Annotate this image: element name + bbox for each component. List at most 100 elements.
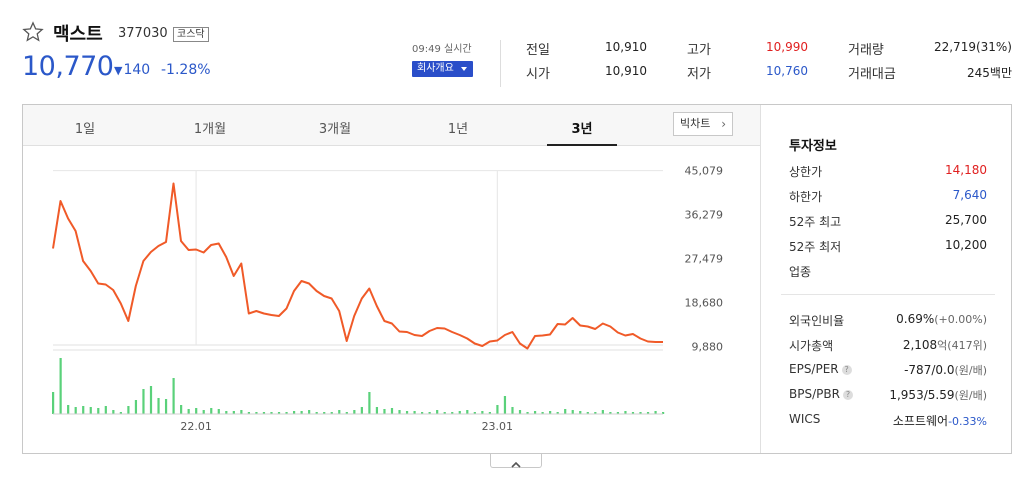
bigchart-label: 빅차트 (680, 117, 711, 130)
info-label: 업종 (789, 265, 812, 279)
y-tick-label: 36,279 (685, 209, 724, 222)
stock-header: 맥스트 377030 코스닥 10,770 ▼140 -1.28% 09:49 … (0, 0, 1034, 100)
info-value-main: 소프트웨어 (892, 414, 949, 428)
volume-bar (353, 410, 356, 414)
tab-3[interactable]: 3개월 (318, 122, 352, 137)
x-tick-label: 22.01 (180, 420, 212, 433)
volume-bar (579, 411, 582, 414)
volume-bar (564, 409, 567, 414)
help-icon[interactable]: ? (841, 365, 852, 375)
quote-value: 245백만 (967, 66, 1012, 80)
help-icon[interactable]: ? (842, 390, 853, 400)
volume-bar (172, 378, 175, 414)
info-title: 투자정보 (789, 139, 837, 154)
star-icon[interactable] (22, 21, 44, 43)
volume-bar (149, 386, 153, 414)
info-value-main: 2,108 (902, 338, 938, 352)
quote-label: 거래량 (848, 43, 884, 58)
volume-bar (112, 410, 115, 414)
volume-bar (134, 400, 138, 414)
volume-bar (323, 412, 326, 414)
volume-bar (646, 412, 650, 414)
volume-bar (586, 412, 589, 414)
info-value-main: 0.69% (896, 312, 935, 326)
quote-label: 시가 (526, 67, 550, 82)
info-label-text: 시가총액 (789, 339, 834, 353)
price-line (52, 182, 663, 350)
info-value: 2,108억(417위) (903, 337, 987, 353)
info-label: 52주 최고 (789, 215, 842, 229)
tab-2[interactable]: 1개월 (193, 122, 227, 137)
info-label: WICS (789, 412, 820, 426)
volume-bar (345, 412, 348, 414)
info-value-main: -787/0.0 (904, 363, 955, 377)
volume-bar (277, 412, 281, 414)
tab-1[interactable]: 1일 (74, 122, 96, 137)
volume-bar (360, 407, 363, 414)
quote-value: 10,910 (605, 40, 647, 54)
info-value-sub: (+0.00%) (934, 313, 987, 326)
info-row: EPS/PER? -787/0.0(원/배) (789, 362, 987, 378)
quote-value: 10,910 (605, 64, 647, 78)
chart-section: 1일 1개월 3개월 1년 3년 빅차트 › 22.01 23.01 45,079 36,27… (22, 104, 1012, 454)
volume-bar (285, 412, 288, 414)
info-row: 52주 최고 25,700 (789, 213, 987, 229)
volume-bar (74, 407, 77, 414)
price-change-rate: -1.28% (161, 62, 211, 78)
current-price: 10,770 (22, 51, 114, 82)
price-change-value: 140 (123, 62, 151, 78)
volume-bar (533, 411, 537, 414)
info-row: 외국인비율 0.69%(+0.00%) (789, 312, 987, 328)
info-value: 25,700 (945, 213, 987, 227)
volume-bar (421, 412, 424, 414)
volume-bar (59, 358, 62, 414)
info-label-text: BPS/PBR (789, 387, 840, 401)
info-label: BPS/PBR? (789, 387, 853, 401)
volume-bar (466, 410, 469, 414)
stock-name: 맥스트 (53, 24, 103, 45)
info-label: 52주 최저 (789, 240, 842, 254)
info-value-sub: -0.33% (948, 415, 987, 428)
market-badge: 코스닥 (173, 27, 209, 42)
info-row: 업종 (789, 263, 987, 279)
volume-bar (639, 412, 642, 414)
quote-value: 10,760 (766, 64, 808, 78)
volume-bar (571, 410, 574, 414)
caret-down-icon (461, 67, 467, 71)
volume-bar (202, 410, 205, 414)
company-overview-button[interactable]: 회사개요 (412, 61, 473, 77)
volume-bar (654, 411, 657, 414)
collapse-button[interactable] (490, 454, 542, 468)
price-change: ▼140 (114, 62, 150, 78)
volume-bar (217, 409, 220, 414)
info-label: 외국인비율 (789, 312, 844, 329)
divider (500, 40, 501, 87)
stock-code: 377030 (118, 26, 168, 41)
tab-4[interactable]: 1년 (447, 122, 469, 137)
volume-bar (119, 412, 122, 414)
volume-bar (187, 409, 190, 414)
volume-bar (436, 410, 439, 414)
info-row: 상한가 14,180 (789, 163, 987, 179)
volume-bar (127, 406, 130, 414)
volume-bar (104, 406, 107, 414)
volume-bar (97, 408, 100, 414)
price-chart[interactable]: 22.01 23.01 45,079 36,279 27,479 18,680 9,880 (23, 146, 760, 453)
info-row: 하한가 7,640 (789, 188, 987, 204)
info-value: 1,953/5.59(원/배) (889, 387, 987, 403)
volume-bar (631, 412, 635, 414)
tab-5[interactable]: 3년 (571, 122, 593, 137)
quote-label: 거래대금 (848, 67, 896, 82)
info-value-sub: (원/배) (954, 389, 987, 402)
volume-bar (413, 411, 416, 414)
volume-bar (255, 412, 258, 414)
volume-bar (609, 412, 612, 414)
info-value-main: 1,953/5.59 (889, 388, 955, 402)
volume-bar (330, 412, 333, 414)
volume-bar (157, 398, 160, 414)
volume-bar (458, 411, 461, 414)
info-value: 10,200 (945, 238, 987, 252)
bigchart-button[interactable]: 빅차트 › (673, 112, 733, 136)
volume-bar (270, 412, 273, 414)
volume-bar (375, 407, 379, 414)
